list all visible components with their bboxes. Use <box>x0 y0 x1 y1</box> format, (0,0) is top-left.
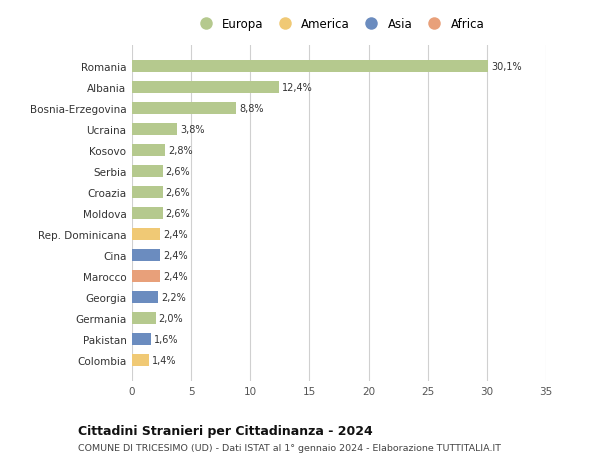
Bar <box>132 250 160 261</box>
Bar <box>132 124 177 135</box>
Text: 2,6%: 2,6% <box>166 188 190 197</box>
Text: 2,2%: 2,2% <box>161 292 186 302</box>
Text: 2,6%: 2,6% <box>166 167 190 177</box>
Text: Cittadini Stranieri per Cittadinanza - 2024: Cittadini Stranieri per Cittadinanza - 2… <box>78 425 373 437</box>
Text: COMUNE DI TRICESIMO (UD) - Dati ISTAT al 1° gennaio 2024 - Elaborazione TUTTITAL: COMUNE DI TRICESIMO (UD) - Dati ISTAT al… <box>78 443 501 452</box>
Bar <box>132 291 158 303</box>
Text: 2,4%: 2,4% <box>163 250 188 260</box>
Bar <box>132 270 160 282</box>
Bar <box>132 145 165 157</box>
Bar <box>132 61 488 73</box>
Text: 30,1%: 30,1% <box>491 62 521 72</box>
Bar <box>132 313 155 324</box>
Bar <box>132 82 278 94</box>
Bar <box>132 166 163 177</box>
Text: 3,8%: 3,8% <box>180 125 205 134</box>
Bar <box>132 187 163 198</box>
Text: 2,4%: 2,4% <box>163 230 188 239</box>
Bar <box>132 207 163 219</box>
Text: 2,8%: 2,8% <box>168 146 193 156</box>
Text: 1,6%: 1,6% <box>154 334 178 344</box>
Bar <box>132 354 149 366</box>
Text: 2,6%: 2,6% <box>166 208 190 218</box>
Bar <box>132 103 236 114</box>
Legend: Europa, America, Asia, Africa: Europa, America, Asia, Africa <box>194 18 484 31</box>
Bar <box>132 333 151 345</box>
Bar <box>132 229 160 240</box>
Text: 8,8%: 8,8% <box>239 104 263 114</box>
Text: 12,4%: 12,4% <box>281 83 313 93</box>
Text: 1,4%: 1,4% <box>152 355 176 365</box>
Text: 2,4%: 2,4% <box>163 271 188 281</box>
Text: 2,0%: 2,0% <box>158 313 183 323</box>
